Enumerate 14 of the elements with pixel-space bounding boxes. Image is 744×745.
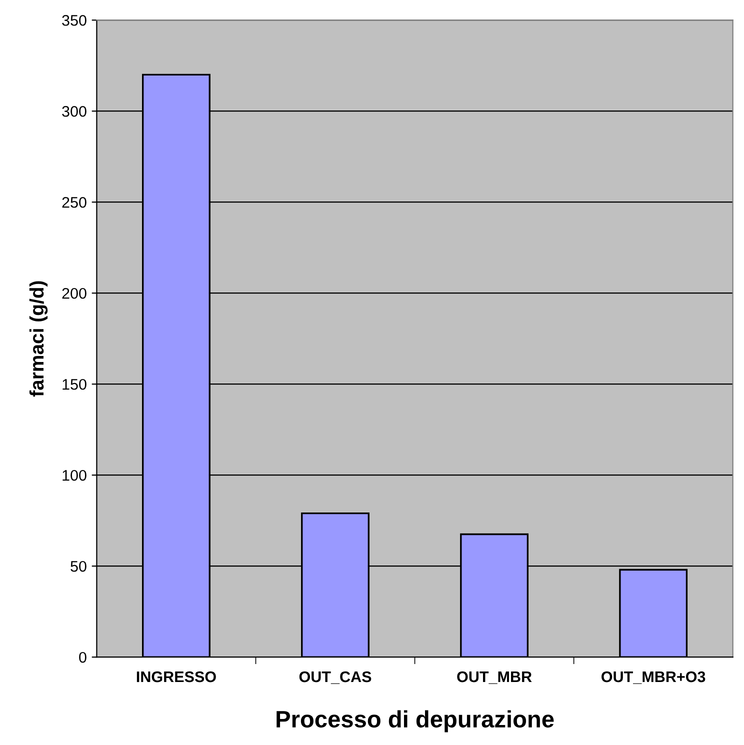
x-tick-label: OUT_CAS bbox=[299, 671, 372, 684]
y-tick-label: 200 bbox=[62, 288, 86, 299]
x-axis-title: Processo di depurazione bbox=[276, 710, 554, 732]
y-tick-label: 50 bbox=[70, 560, 86, 572]
x-tick-label: OUT_MBR+O3 bbox=[602, 671, 706, 684]
x-tick-label: OUT_MBR bbox=[457, 671, 532, 684]
y-tick-label: 0 bbox=[79, 652, 86, 663]
y-tick-label: 350 bbox=[62, 14, 86, 26]
y-tick-label: 300 bbox=[62, 106, 86, 117]
y-axis-title: farmaci (g/d) bbox=[29, 281, 48, 397]
y-tick-label: 250 bbox=[62, 196, 86, 208]
y-tick-label: 150 bbox=[62, 378, 86, 390]
y-tick-label: 100 bbox=[62, 470, 86, 481]
x-tick-label: INGRESSO bbox=[136, 671, 216, 682]
